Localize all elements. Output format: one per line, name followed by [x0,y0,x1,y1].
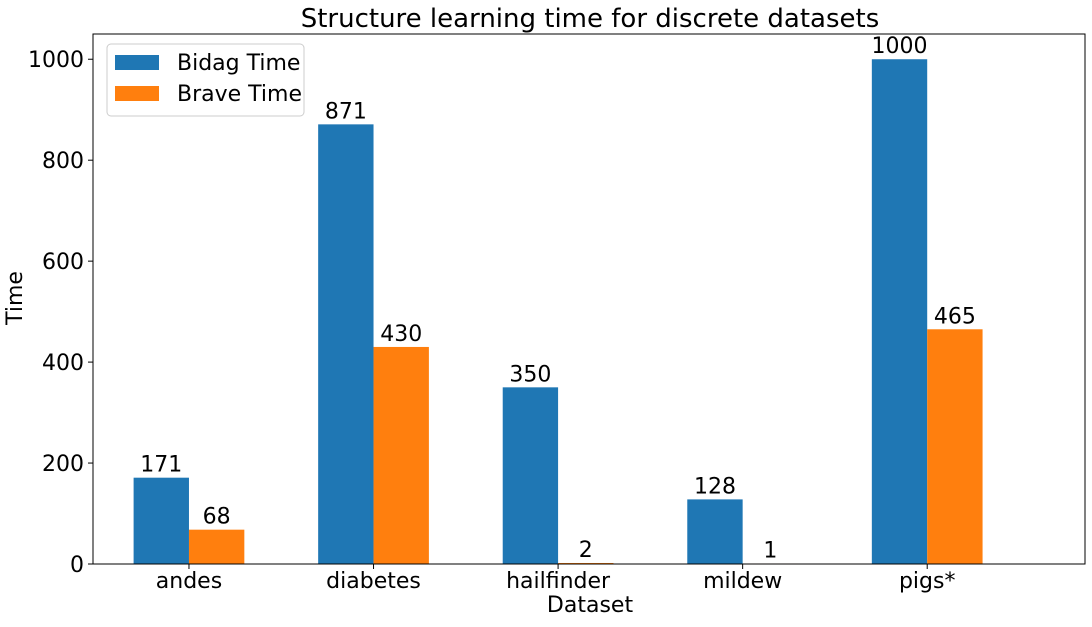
x-tick-label: andes [156,569,222,594]
bar-bidag-time-0 [133,477,189,564]
x-axis-label: Dataset [547,593,634,618]
legend: Bidag Time Brave Time [106,43,305,117]
data-label-bidag-time-3: 128 [694,474,736,499]
bar-bidag-time-1 [318,124,374,564]
y-tick-label: 1000 [28,48,84,73]
legend-swatch-bidag-time [115,55,159,70]
data-label-brave-time-3: 1 [763,538,777,563]
y-axis-label: Time [3,271,28,326]
x-tick-label: diabetes [326,569,421,594]
legend-label-brave-time: Brave Time [177,82,302,107]
y-tick-label: 0 [70,553,84,578]
data-label-bidag-time-0: 171 [140,453,182,478]
plot-frame [92,33,1086,565]
bar-brave-time-2 [558,562,614,564]
y-tick-label: 200 [42,452,84,477]
bar-bidag-time-4 [871,59,928,564]
bars-layer [133,59,983,564]
data-label-brave-time-2: 2 [579,538,593,563]
x-tick-label: hailfinder [506,569,611,594]
data-label-brave-time-4: 465 [934,304,976,329]
data-labels-layer: 171 68 871 430 350 2 128 1 1000 465 [140,34,976,563]
data-label-bidag-time-2: 350 [509,362,551,387]
x-tick-label: pigs* [899,569,956,594]
bar-bidag-time-2 [502,387,559,564]
x-tick-label: mildew [703,569,782,594]
y-tick-label: 800 [42,149,84,174]
bar-brave-time-0 [188,529,245,564]
bar-bidag-time-3 [687,499,743,564]
y-tick-label: 400 [42,351,84,376]
bar-brave-time-4 [927,329,983,564]
data-label-bidag-time-1: 871 [325,99,367,124]
chart-title: Structure learning time for discrete dat… [301,4,880,34]
axes-layer: andes diabetes hailfinder mildew pigs* 0 200 40… [28,33,1086,594]
y-tick-label: 600 [42,250,84,275]
legend-label-bidag-time: Bidag Time [177,51,300,76]
data-label-bidag-time-4: 1000 [872,34,928,59]
bar-brave-time-1 [373,346,429,564]
data-label-brave-time-1: 430 [380,322,422,347]
legend-swatch-brave-time [115,86,159,101]
data-label-brave-time-0: 68 [203,505,231,530]
